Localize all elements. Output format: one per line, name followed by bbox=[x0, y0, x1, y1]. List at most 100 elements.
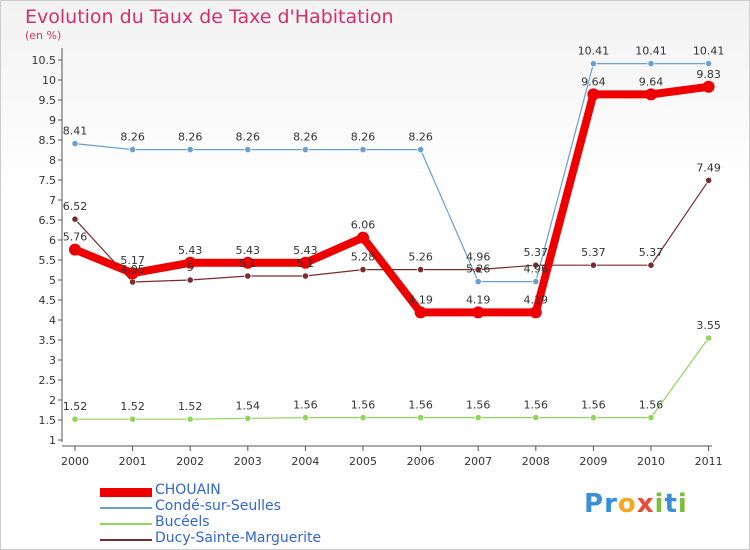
legend-label: Ducy-Sainte-Marguerite bbox=[155, 530, 322, 546]
data-point bbox=[589, 261, 598, 269]
data-point bbox=[704, 59, 713, 68]
data-point bbox=[186, 146, 194, 154]
data-label: 8.26 bbox=[293, 131, 318, 144]
data-point bbox=[241, 256, 254, 269]
data-point bbox=[532, 261, 540, 269]
legend-swatch bbox=[100, 507, 152, 509]
legend-label: CHOUAIN bbox=[155, 482, 221, 498]
data-point bbox=[702, 80, 715, 93]
data-label: 1.56 bbox=[293, 399, 318, 412]
x-tick-label: 2006 bbox=[407, 455, 435, 468]
data-point bbox=[129, 146, 137, 154]
data-label: 9.83 bbox=[696, 68, 721, 81]
data-label: 1.56 bbox=[408, 399, 433, 412]
unit-label: (en %) bbox=[25, 29, 62, 42]
y-tick-label: 3.5 bbox=[39, 334, 57, 347]
data-point bbox=[704, 334, 713, 342]
series-line-0 bbox=[71, 82, 713, 317]
y-tick-label: 3 bbox=[49, 354, 56, 367]
data-label: 1.54 bbox=[236, 399, 261, 412]
data-label: 5.43 bbox=[293, 244, 318, 257]
logo-letter: r bbox=[604, 489, 618, 519]
legend-label: Condé-sur-Seulles bbox=[155, 498, 281, 514]
data-point bbox=[69, 243, 81, 256]
data-label: 4.19 bbox=[466, 293, 491, 306]
data-label: 4.96 bbox=[524, 263, 549, 276]
data-label: 4.95 bbox=[120, 263, 145, 276]
data-label: 8.26 bbox=[408, 131, 433, 144]
data-label: 6.52 bbox=[63, 200, 88, 213]
data-point bbox=[474, 413, 482, 422]
data-point bbox=[359, 265, 367, 274]
data-point bbox=[704, 176, 713, 184]
data-label: 5.26 bbox=[408, 251, 433, 264]
data-label: 5.76 bbox=[63, 231, 88, 244]
data-label: 5.26 bbox=[466, 263, 491, 276]
logo-letter: o bbox=[617, 489, 637, 519]
logo-letter: x bbox=[636, 489, 655, 519]
data-point bbox=[416, 413, 425, 422]
y-tick-label: 5.5 bbox=[39, 254, 57, 267]
logo-letter: i bbox=[677, 489, 688, 519]
legend-label: Bucéels bbox=[155, 514, 210, 530]
y-tick-label: 9.5 bbox=[39, 94, 57, 107]
y-tick-label: 6.5 bbox=[39, 214, 57, 227]
data-point bbox=[359, 413, 367, 422]
data-label: 5.1 bbox=[297, 257, 315, 270]
data-label: 5.1 bbox=[239, 257, 257, 270]
data-label: 4.19 bbox=[408, 293, 433, 306]
data-point bbox=[645, 88, 657, 101]
y-tick-label: 8.5 bbox=[39, 134, 57, 147]
data-point bbox=[532, 277, 540, 286]
data-label: 10.41 bbox=[635, 45, 667, 58]
x-tick-label: 2004 bbox=[291, 455, 319, 468]
data-label: 10.41 bbox=[693, 45, 725, 58]
data-point bbox=[647, 59, 655, 68]
y-tick-label: 7.5 bbox=[39, 174, 57, 187]
data-label: 4.19 bbox=[524, 293, 549, 306]
data-point bbox=[647, 413, 655, 422]
data-label: 1.52 bbox=[120, 400, 145, 413]
data-point bbox=[589, 413, 598, 422]
y-tick-label: 10.5 bbox=[32, 54, 57, 67]
data-label: 5.37 bbox=[639, 246, 664, 259]
data-label: 5 bbox=[187, 261, 194, 274]
data-label: 9.64 bbox=[639, 75, 664, 88]
logo-letter: t bbox=[664, 489, 678, 519]
y-tick-label: 1 bbox=[49, 434, 56, 447]
logo-letter: i bbox=[654, 489, 665, 519]
data-label: 1.56 bbox=[524, 399, 549, 412]
data-point bbox=[301, 413, 309, 422]
x-tick-label: 2009 bbox=[579, 455, 607, 468]
series-line-2 bbox=[74, 337, 710, 420]
series-line-1 bbox=[74, 62, 710, 283]
x-tick-label: 2002 bbox=[176, 455, 204, 468]
data-point bbox=[647, 261, 655, 269]
x-tick-label: 2008 bbox=[522, 455, 550, 468]
data-point bbox=[126, 267, 139, 280]
data-label: 1.56 bbox=[466, 399, 491, 412]
data-label: 8.26 bbox=[178, 131, 203, 144]
data-label: 5.17 bbox=[120, 254, 145, 267]
y-tick-label: 7 bbox=[49, 194, 56, 207]
data-label: 1.56 bbox=[639, 399, 664, 412]
data-label: 7.49 bbox=[696, 161, 721, 174]
data-label: 8.26 bbox=[120, 131, 145, 144]
data-label: 4.96 bbox=[466, 251, 491, 264]
x-tick-label: 2011 bbox=[695, 455, 723, 468]
data-point bbox=[244, 414, 252, 422]
y-tick-label: 1.5 bbox=[39, 414, 57, 427]
data-point bbox=[301, 146, 309, 154]
x-tick-label: 2003 bbox=[234, 455, 262, 468]
data-point bbox=[71, 140, 79, 148]
data-label: 5.43 bbox=[178, 244, 203, 257]
data-point bbox=[416, 265, 425, 274]
data-label: 5.43 bbox=[236, 244, 261, 257]
y-tick-label: 9 bbox=[49, 114, 56, 127]
data-point bbox=[532, 413, 540, 422]
legend-swatch bbox=[100, 523, 152, 525]
x-tick-label: 2010 bbox=[637, 455, 665, 468]
data-label: 8.26 bbox=[236, 131, 261, 144]
y-tick-label: 8 bbox=[49, 154, 56, 167]
